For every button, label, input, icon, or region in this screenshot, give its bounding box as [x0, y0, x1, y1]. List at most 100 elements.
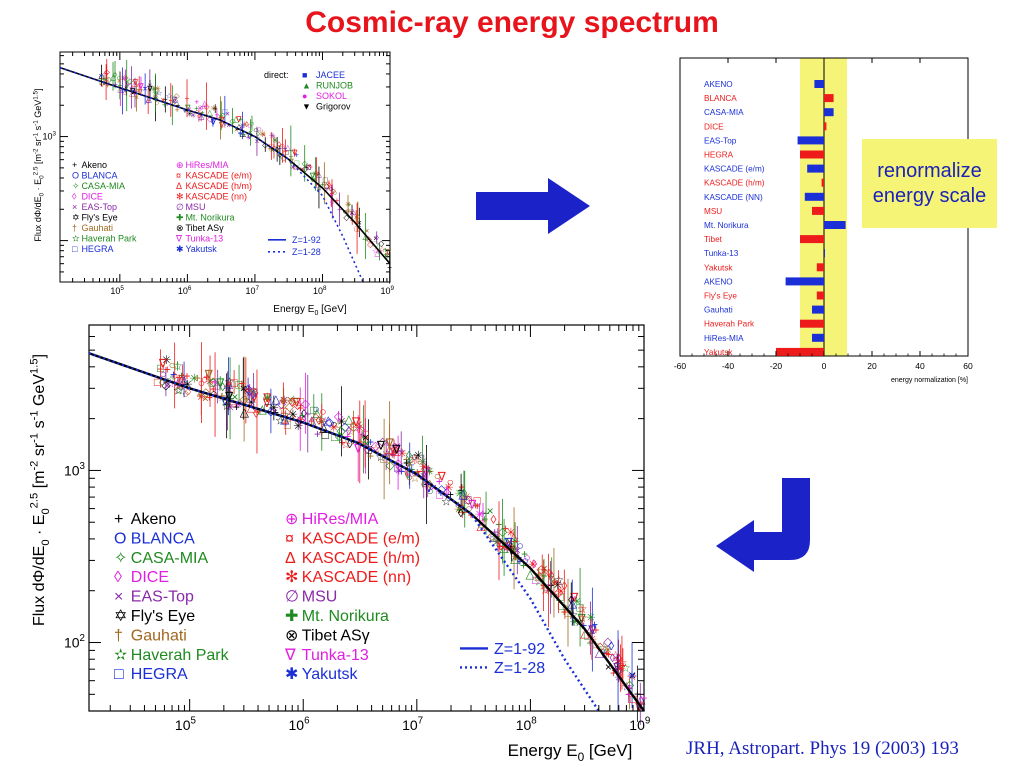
data-point: ☆ — [540, 583, 551, 597]
data-point: □ — [361, 427, 368, 441]
data-point: ◇ — [106, 75, 113, 84]
data-point: × — [225, 110, 230, 119]
data-point: ○ — [364, 235, 369, 244]
data-point: △ — [233, 115, 240, 124]
data-point: + — [605, 648, 612, 662]
data-point: ○ — [421, 477, 428, 491]
legend-symbol: ⊕ — [285, 511, 298, 528]
data-point: ✳ — [161, 353, 171, 367]
data-point: ✳ — [397, 446, 407, 460]
model-curve-z1-28 — [59, 66, 364, 283]
data-point: × — [569, 592, 576, 606]
data-point: ✳ — [295, 413, 305, 427]
data-point: ◊ — [277, 140, 281, 149]
legend-label: KASCADE (h/m) — [185, 181, 252, 191]
x-tick-label: 105 — [175, 716, 197, 733]
data-point: ✳ — [528, 558, 538, 572]
data-point: ☆ — [598, 641, 609, 655]
data-point: ○ — [406, 470, 413, 484]
data-point: ◇ — [367, 240, 374, 249]
data-point: □ — [387, 435, 394, 449]
small-model-legend: Z=1-92 Z=1-28 — [268, 235, 321, 257]
data-point: × — [240, 382, 247, 396]
data-point: + — [304, 163, 309, 172]
data-point: ✳ — [290, 163, 297, 172]
data-point: ∇ — [171, 95, 178, 104]
bar-category-label: Tunka-13 — [704, 249, 739, 258]
data-point: △ — [595, 646, 605, 660]
data-point: ○ — [120, 87, 125, 96]
data-point: ◇ — [104, 67, 111, 76]
data-point: + — [241, 130, 246, 139]
legend-symbol: Δ — [285, 550, 296, 567]
data-point: ☆ — [102, 70, 109, 79]
data-point: □ — [322, 428, 329, 442]
data-point: ○ — [335, 418, 342, 432]
data-point: ☆ — [173, 375, 184, 389]
data-point: ◊ — [245, 120, 249, 129]
legend-symbol: ⊕ — [176, 160, 184, 170]
data-point: + — [219, 111, 224, 120]
data-point: + — [308, 414, 315, 428]
direct-legend-label: direct: — [264, 70, 289, 80]
data-point: + — [561, 605, 568, 619]
data-point: ◇ — [378, 239, 385, 248]
data-point: + — [210, 382, 217, 396]
data-point: ◇ — [371, 439, 381, 453]
data-point: + — [447, 488, 454, 502]
legend-symbol: ◊ — [72, 192, 77, 202]
data-point: ○ — [182, 387, 189, 401]
large-model-curves — [88, 352, 645, 712]
data-point: ◇ — [340, 419, 350, 433]
legend-label: Akeno — [81, 160, 107, 170]
data-point: ☆ — [503, 536, 514, 550]
data-point: ✳ — [259, 130, 266, 139]
data-point: ○ — [146, 97, 151, 106]
data-point: × — [357, 218, 362, 227]
data-point: + — [551, 575, 558, 589]
data-point: + — [153, 84, 158, 93]
legend-symbol: × — [114, 589, 123, 606]
bar-category-label: CASA-MIA — [704, 108, 744, 117]
data-point: ∇ — [437, 469, 447, 483]
data-point: ◇ — [220, 111, 227, 120]
legend-symbol: × — [72, 202, 77, 212]
data-point: ☆ — [617, 656, 628, 670]
data-point: ☆ — [246, 131, 253, 140]
data-point: △ — [458, 487, 468, 501]
data-point: + — [178, 368, 185, 382]
data-point: ✳ — [205, 374, 215, 388]
legend-label: Tunka-13 — [185, 234, 223, 244]
data-point: + — [520, 558, 527, 572]
legend-label: Fly's Eye — [131, 608, 196, 625]
data-point: ✳ — [269, 401, 279, 415]
data-point: ○ — [391, 439, 398, 453]
data-point: ☆ — [152, 89, 159, 98]
energy-normalization-bar-chart: AKENO BLANCA CASA-MIA DICE EAS-Top HEGRA KASCA… — [674, 57, 973, 384]
bar — [824, 122, 827, 131]
data-point: ○ — [447, 475, 454, 489]
data-point: + — [507, 541, 514, 555]
data-point: ◊ — [458, 506, 464, 520]
data-point: ◊ — [461, 486, 467, 500]
legend-symbol: ✚ — [176, 213, 184, 223]
legend-label: HEGRA — [131, 666, 188, 683]
data-point: + — [502, 522, 509, 536]
data-point: + — [426, 465, 433, 479]
data-point: + — [458, 484, 465, 498]
legend-label: Mt. Norikura — [185, 213, 234, 223]
data-point: + — [117, 81, 122, 90]
data-point: ○ — [122, 88, 127, 97]
data-point: + — [176, 101, 181, 110]
data-point: + — [398, 444, 405, 458]
data-point: + — [157, 362, 164, 376]
data-point: □ — [154, 87, 159, 96]
data-point: × — [362, 430, 369, 444]
legend-symbol: ¤ — [176, 171, 181, 181]
data-point: ◇ — [464, 492, 474, 506]
data-point: ✳ — [424, 464, 434, 478]
bar — [812, 305, 824, 314]
legend-label: MSU — [302, 589, 338, 606]
data-point: ◊ — [173, 98, 177, 107]
data-point: + — [625, 687, 632, 701]
